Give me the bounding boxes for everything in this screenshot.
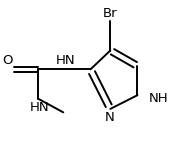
Text: NH: NH <box>148 92 168 105</box>
Text: O: O <box>2 54 13 67</box>
Text: N: N <box>105 112 114 124</box>
Text: HN: HN <box>55 54 75 67</box>
Text: Br: Br <box>103 7 118 20</box>
Text: HN: HN <box>30 101 50 114</box>
